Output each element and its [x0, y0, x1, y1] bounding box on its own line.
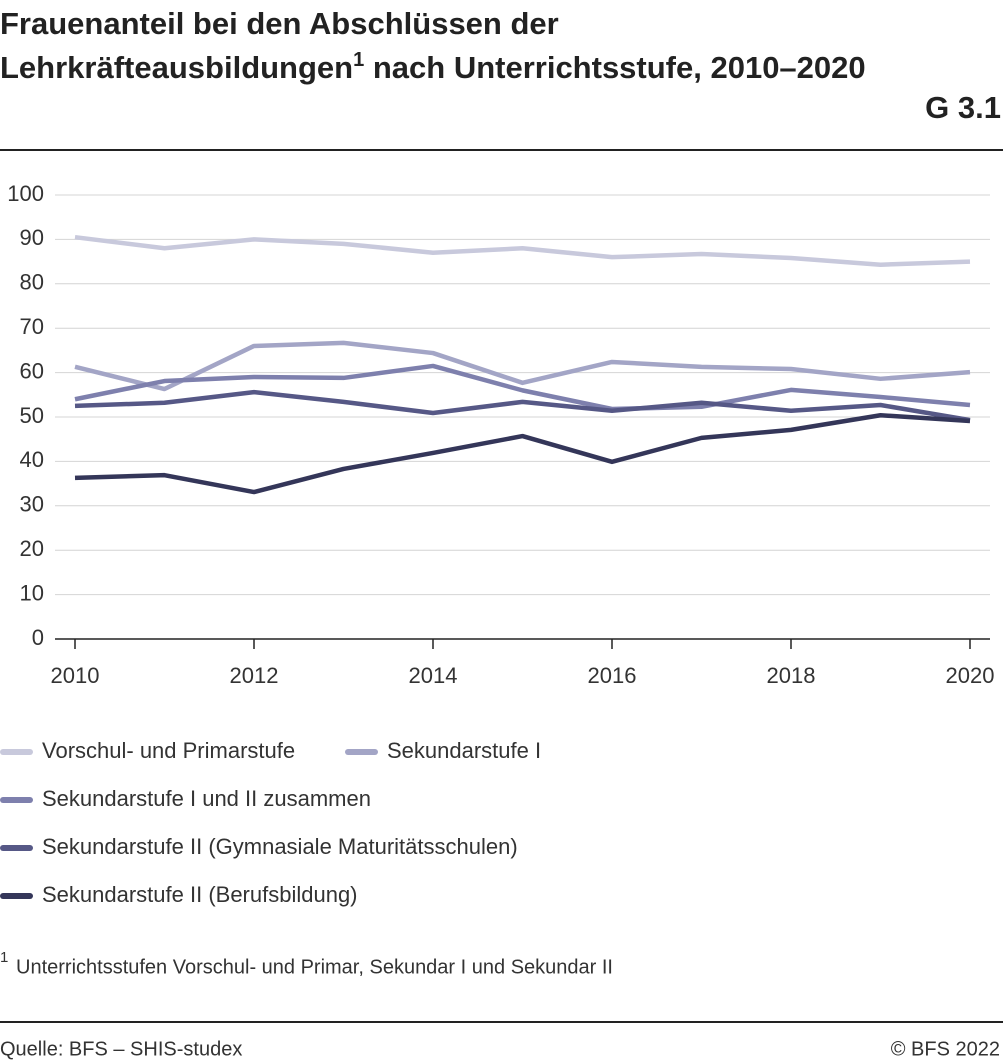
x-tick-label: 2020 — [946, 663, 995, 688]
series-line — [74, 363, 971, 412]
legend-label: Vorschul- und Primarstufe — [42, 738, 295, 763]
source: Quelle: BFS – SHIS-studex — [0, 1038, 242, 1060]
y-tick-label: 60 — [20, 358, 44, 383]
y-tick-label: 20 — [20, 536, 44, 561]
copyright: © BFS 2022 — [891, 1038, 1000, 1060]
y-tick-label: 80 — [20, 270, 44, 295]
x-tick-label: 2010 — [51, 663, 100, 688]
legend-label: Sekundarstufe I — [387, 738, 541, 763]
series-line — [74, 389, 971, 423]
legend-label: Sekundarstufe II (Berufsbildung) — [42, 882, 358, 907]
title-text: nach Unterrichtsstufe, 2010–2020 — [364, 50, 866, 85]
y-tick-label: 50 — [20, 403, 44, 428]
x-tick-label: 2018 — [767, 663, 816, 688]
y-tick-label: 0 — [32, 625, 44, 650]
y-tick-label: 70 — [20, 314, 44, 339]
chart-title: Frauenanteil bei den Abschlüssen der Leh… — [0, 2, 880, 90]
title-text: Frauenanteil bei den Abschlüssen der Leh… — [0, 6, 559, 85]
y-tick-label: 90 — [20, 225, 44, 250]
series-line — [74, 340, 971, 392]
y-tick-label: 40 — [20, 447, 44, 472]
legend-label: Sekundarstufe II (Gymnasiale Maturitätss… — [42, 834, 518, 859]
y-tick-label: 10 — [20, 580, 44, 605]
series-line — [74, 234, 971, 267]
y-tick-label: 100 — [7, 181, 44, 206]
x-tick-label: 2014 — [409, 663, 458, 688]
footnote: Unterrichtsstufen Vorschul- und Primar, … — [16, 956, 613, 978]
x-tick-label: 2012 — [230, 663, 279, 688]
series-line — [74, 412, 971, 495]
x-tick-label: 2016 — [588, 663, 637, 688]
y-tick-label: 30 — [20, 492, 44, 517]
legend-label: Sekundarstufe I und II zusammen — [42, 786, 371, 811]
footnote-marker: 1 — [0, 949, 8, 966]
title-footnote-marker: 1 — [353, 49, 365, 71]
chart-id: G 3.1 — [925, 90, 1001, 125]
